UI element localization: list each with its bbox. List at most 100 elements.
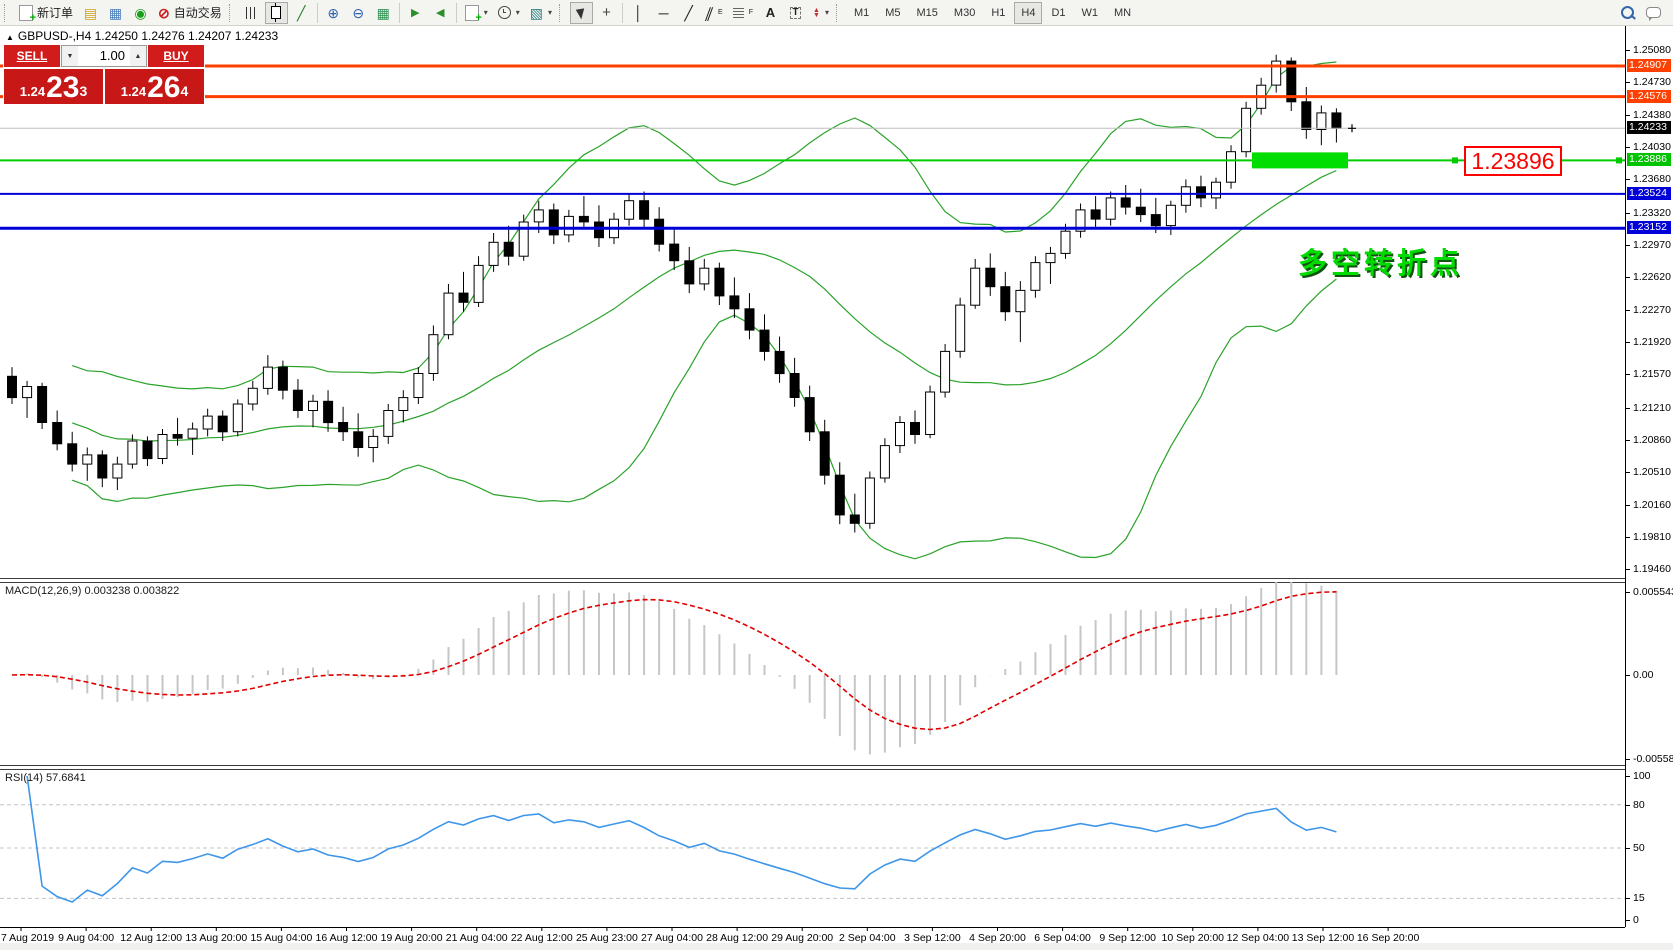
new-order-label: 新订单 (37, 6, 74, 20)
svg-text:10 Sep 20:00: 10 Sep 20:00 (1162, 932, 1225, 944)
svg-text:16 Aug 12:00: 16 Aug 12:00 (316, 932, 378, 944)
chart-forward-icon: ▶ (411, 6, 420, 19)
price-marker-label: 1.24233 (1627, 121, 1671, 134)
price-callout-label: 1.23896 (1464, 146, 1562, 176)
zoom-out-button[interactable]: ⊖ (347, 2, 370, 24)
bid-price-display[interactable]: 1.24 23 3 (4, 69, 103, 104)
chat-icon[interactable] (1646, 7, 1661, 21)
bar-chart-mode-button[interactable] (240, 2, 263, 24)
zoom-out-icon: ⊖ (352, 4, 365, 21)
search-icon[interactable] (1621, 6, 1634, 19)
bar-chart-icon (245, 6, 257, 19)
price-axis-tick: 1.20510 (1633, 466, 1671, 478)
svg-text:22 Aug 12:00: 22 Aug 12:00 (511, 932, 573, 944)
arrows-icon: ▲ ▼ (813, 6, 820, 19)
macd-axis-tick: 0.00 (1633, 669, 1654, 681)
timeframe-M5-button[interactable]: M5 (878, 2, 907, 24)
cursor-tool-button[interactable] (570, 1, 594, 24)
price-axis-tick: 1.25080 (1633, 44, 1671, 56)
timeframe-M1-button[interactable]: M1 (847, 2, 876, 24)
rsi-indicator-label: RSI(14) 57.6841 (5, 772, 86, 784)
svg-text:3 Sep 12:00: 3 Sep 12:00 (904, 932, 961, 944)
volume-control: ▼ 1.00 ▲ (61, 45, 147, 67)
price-axis[interactable]: 1.25080 1.24730 1.24380 1.24030 1.23680 1.233… (1625, 26, 1673, 927)
fibonacci-tool-button[interactable]: F (729, 2, 757, 24)
charts-window-icon: ▦ (108, 4, 123, 21)
volume-decrease-button[interactable]: ▼ (62, 46, 78, 66)
price-axis-tick: 1.19460 (1633, 563, 1671, 575)
add-indicator-button[interactable]: + ▾ (461, 2, 492, 24)
volume-increase-button[interactable]: ▲ (130, 46, 146, 66)
crosshair-tool-button[interactable]: + (595, 2, 618, 24)
price-axis-tick: 1.23320 (1633, 207, 1671, 219)
time-axis[interactable]: 7 Aug 2019 9 Aug 04:00 12 Aug 12:00 13 Aug … (0, 927, 1625, 944)
new-order-button[interactable]: + 新订单 (15, 2, 77, 24)
templates-button[interactable]: ▧ ▾ (526, 2, 556, 24)
charts-button[interactable]: ▦ (104, 2, 127, 24)
svg-text:25 Aug 23:00: 25 Aug 23:00 (576, 932, 638, 944)
timeframe-M30-button[interactable]: M30 (947, 2, 982, 24)
buy-button[interactable]: BUY (148, 45, 204, 67)
chart-back-button[interactable]: ◀ (429, 2, 452, 24)
sell-button[interactable]: SELL (4, 45, 60, 67)
svg-text:9 Aug 04:00: 9 Aug 04:00 (58, 932, 114, 944)
window-bottom-strip (0, 943, 1673, 950)
zoom-in-button[interactable]: ⊕ (322, 2, 345, 24)
vertical-line-tool-button[interactable]: │ (627, 2, 650, 24)
price-marker-label: 1.23524 (1627, 187, 1671, 200)
timeframe-W1-button[interactable]: W1 (1075, 2, 1106, 24)
text-icon: A (765, 5, 776, 20)
new-order-icon: + (19, 4, 36, 23)
channel-icon: ∥ (703, 4, 716, 21)
rsi-panel-canvas[interactable] (0, 769, 1625, 927)
price-marker-label: 1.24907 (1627, 59, 1671, 72)
toolbar-grip (4, 3, 11, 22)
symbol-ohlc-text: GBPUSD-,H4 1.24250 1.24276 1.24207 1.242… (17, 29, 279, 43)
market-watch-button[interactable]: ▤ (79, 2, 102, 24)
timeframe-H4-button[interactable]: H4 (1014, 1, 1043, 24)
svg-text:21 Aug 04:00: 21 Aug 04:00 (446, 932, 508, 944)
svg-text:7 Aug 2019: 7 Aug 2019 (1, 932, 54, 944)
macd-axis-tick: -0.005583 (1633, 753, 1673, 765)
collapse-icon[interactable]: ▲ (6, 33, 14, 42)
trendline-tool-button[interactable]: ╱ (677, 2, 700, 24)
svg-text:15 Aug 04:00: 15 Aug 04:00 (250, 932, 312, 944)
candlestick-mode-button[interactable] (264, 1, 288, 24)
svg-text:6 Sep 04:00: 6 Sep 04:00 (1034, 932, 1091, 944)
periods-button[interactable]: ▾ (494, 2, 524, 24)
auto-trading-button[interactable]: ⊘ 自动交易 (154, 2, 226, 24)
panel-separator[interactable] (0, 578, 1673, 583)
tile-windows-button[interactable]: ▦ (372, 2, 395, 24)
timeframe-D1-button[interactable]: D1 (1044, 2, 1072, 24)
svg-text:9 Sep 12:00: 9 Sep 12:00 (1099, 932, 1156, 944)
macd-panel-canvas[interactable] (0, 582, 1625, 765)
arrows-tool-button[interactable]: ▲ ▼ ▾ (809, 2, 833, 24)
vertical-line-icon: │ (634, 4, 643, 21)
volume-input[interactable]: 1.00 (99, 48, 125, 63)
toolbar-separator (316, 2, 318, 23)
line-chart-mode-button[interactable]: ╱ (290, 2, 313, 24)
svg-text:4 Sep 20:00: 4 Sep 20:00 (969, 932, 1026, 944)
price-axis-tick: 1.21210 (1633, 402, 1671, 414)
text-label-tool-button[interactable]: T (784, 2, 807, 24)
timeframe-M15-button[interactable]: M15 (910, 2, 945, 24)
signals-button[interactable]: ◉ (129, 2, 152, 24)
trendline-icon: ╱ (684, 4, 693, 21)
one-click-trading-panel: SELL ▼ 1.00 ▲ BUY 1.24 23 3 1.24 26 4 (3, 44, 205, 105)
panel-separator[interactable] (0, 765, 1673, 770)
ask-price-display[interactable]: 1.24 26 4 (105, 69, 204, 104)
svg-text:27 Aug 04:00: 27 Aug 04:00 (641, 932, 703, 944)
text-tool-button[interactable]: A (759, 2, 782, 24)
svg-text:29 Aug 20:00: 29 Aug 20:00 (771, 932, 833, 944)
chart-forward-button[interactable]: ▶ (404, 2, 427, 24)
price-axis-tick: 1.21570 (1633, 368, 1671, 380)
zoom-in-icon: ⊕ (327, 4, 340, 21)
price-axis-tick: 1.23680 (1633, 173, 1671, 185)
horizontal-line-tool-button[interactable]: ─ (652, 2, 675, 24)
timeframe-MN-button[interactable]: MN (1107, 2, 1138, 24)
timeframe-H1-button[interactable]: H1 (984, 2, 1012, 24)
channel-tool-button[interactable]: ∥ E (702, 2, 727, 24)
macd-axis-tick: 0.005543 (1633, 586, 1673, 598)
price-chart-canvas[interactable] (0, 26, 1625, 578)
auto-trading-label: 自动交易 (173, 6, 222, 20)
